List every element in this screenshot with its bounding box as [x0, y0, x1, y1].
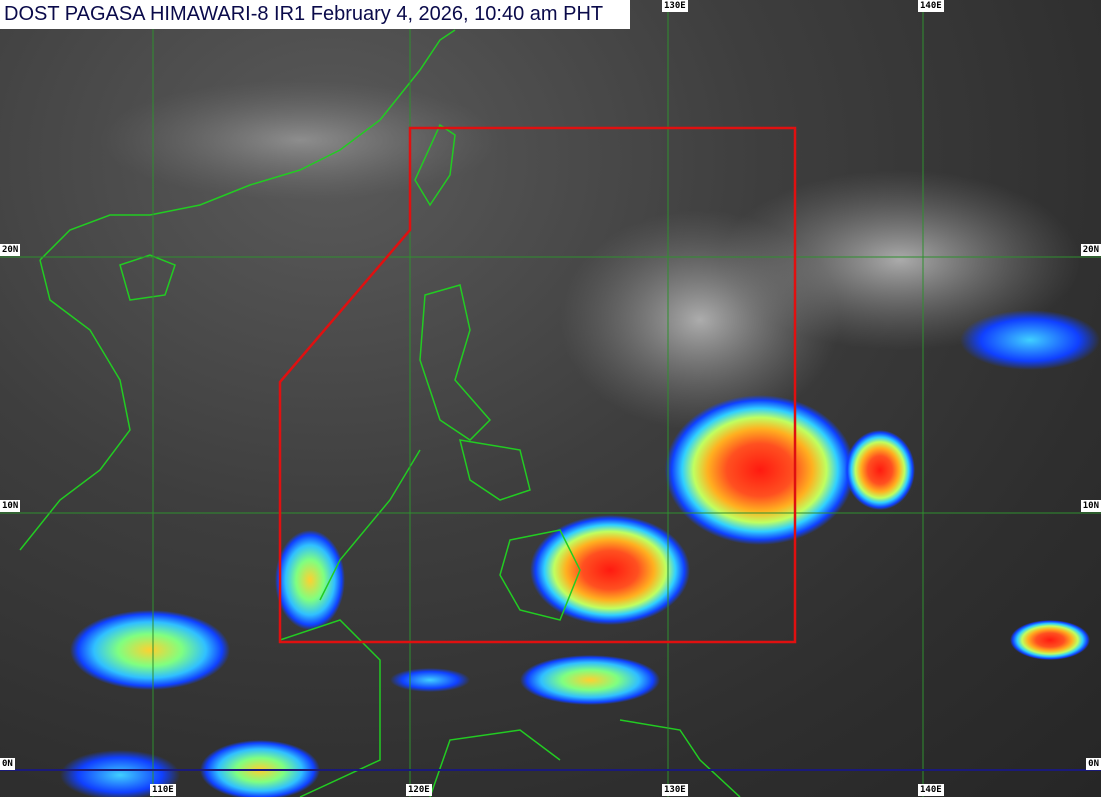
storm-cell-mindanao	[530, 515, 690, 625]
vietnam-coast	[19, 259, 131, 551]
taiwan	[414, 123, 456, 207]
label-left-20n: 20N	[0, 244, 21, 256]
label-left-0n: 0N	[0, 758, 15, 770]
sulawesi-maluku	[429, 719, 741, 797]
label-right-10n: 10N	[1080, 500, 1101, 512]
label-bottom-120e: 120E	[406, 784, 432, 796]
label-left-10n: 10N	[0, 500, 21, 512]
coastlines	[19, 29, 741, 797]
visayas	[458, 439, 531, 501]
china-coast	[39, 29, 456, 261]
label-bottom-140e: 140E	[918, 784, 944, 796]
label-right-20n: 20N	[1080, 244, 1101, 256]
label-right-0n: 0N	[1086, 758, 1101, 770]
label-top-130e: 130E	[662, 0, 688, 12]
borneo	[279, 619, 381, 797]
palawan	[319, 449, 421, 601]
cloud-field	[60, 80, 1100, 797]
label-bottom-110e: 110E	[150, 784, 176, 796]
luzon	[419, 284, 492, 441]
philippine-area-of-responsibility	[278, 126, 797, 644]
mindanao	[499, 529, 581, 621]
hainan	[119, 254, 176, 301]
storm-cell-east	[665, 395, 855, 545]
label-top-140e: 140E	[918, 0, 944, 12]
label-bottom-130e: 130E	[662, 784, 688, 796]
image-title: DOST PAGASA HIMAWARI-8 IR1 February 4, 2…	[0, 0, 630, 29]
